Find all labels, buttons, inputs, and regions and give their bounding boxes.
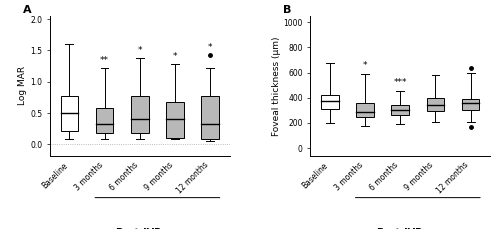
Bar — [321, 95, 338, 109]
Text: *: * — [362, 61, 367, 71]
Bar — [166, 102, 184, 138]
Bar — [96, 108, 114, 133]
Text: Post-IVRs: Post-IVRs — [376, 228, 428, 229]
Bar — [426, 98, 444, 111]
Text: ***: *** — [394, 78, 407, 87]
Text: B: B — [284, 5, 292, 15]
Bar — [60, 95, 78, 131]
Bar — [462, 99, 479, 110]
Text: A: A — [23, 5, 32, 15]
Text: *: * — [208, 43, 212, 52]
Text: *: * — [173, 52, 178, 61]
Text: Post-IVRs: Post-IVRs — [116, 228, 168, 229]
Bar — [131, 95, 148, 133]
Text: *: * — [138, 46, 142, 55]
Bar — [202, 95, 219, 139]
Y-axis label: Foveal thickness (μm): Foveal thickness (μm) — [272, 36, 280, 136]
Bar — [392, 105, 409, 115]
Bar — [356, 103, 374, 117]
Text: **: ** — [100, 55, 109, 65]
Y-axis label: Log MAR: Log MAR — [18, 66, 28, 105]
